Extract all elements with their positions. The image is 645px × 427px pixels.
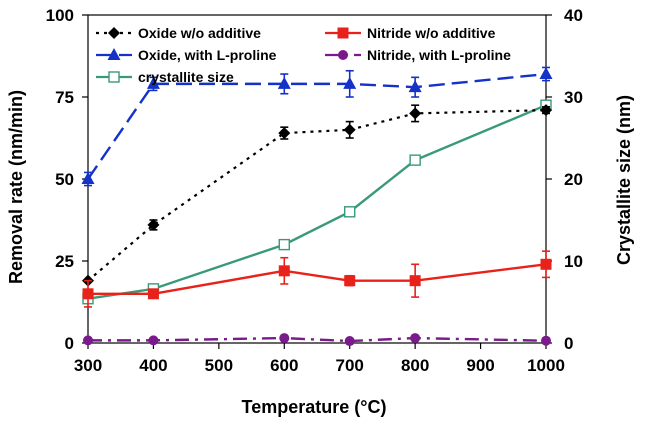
x-tick-label: 500 (205, 356, 233, 375)
data-point (344, 275, 356, 287)
data-point (343, 76, 357, 89)
y2-axis-title: Crystallite size (nm) (614, 95, 634, 265)
x-axis-title: Temperature (°C) (242, 397, 387, 417)
data-point (146, 76, 160, 89)
y2-tick-label: 20 (564, 170, 583, 189)
y-axis-title: Removal rate (nm/min) (6, 90, 26, 284)
x-tick-label: 700 (336, 356, 364, 375)
series-nitride-w-o-additive (82, 250, 552, 308)
series-line (87, 72, 547, 180)
legend-label: crystallite size (138, 69, 234, 85)
series-nitride-with-l-proline (83, 333, 551, 347)
x-tick-label: 600 (270, 356, 298, 375)
legend-swatch-marker (108, 27, 120, 39)
data-point (409, 154, 421, 166)
legend-swatch-marker (337, 27, 349, 39)
data-point (343, 123, 356, 136)
y-tick-label: 100 (46, 6, 74, 25)
data-point (147, 218, 160, 231)
legend-entry: Nitride w/o additive (325, 25, 496, 41)
x-tick-label: 1000 (527, 356, 565, 375)
data-point (148, 335, 159, 346)
data-point (408, 80, 422, 93)
legend-entry: Nitride, with L-proline (325, 47, 511, 63)
data-point (539, 67, 553, 80)
x-tick-label: 900 (466, 356, 494, 375)
axes: 300 400 500 600 700 800 900 1000025507510001020… (46, 6, 583, 375)
y2-tick-label: 40 (564, 6, 583, 25)
legend-label: Oxide w/o additive (138, 25, 261, 41)
data-point (147, 288, 159, 300)
legend: Oxide w/o additive Nitride w/o additive Ox… (96, 25, 511, 85)
x-tick-label: 800 (401, 356, 429, 375)
legend-entry: Oxide, with L-proline (96, 47, 277, 63)
y-tick-label: 25 (55, 252, 74, 271)
y2-tick-label: 10 (564, 252, 583, 271)
x-tick-label: 300 (74, 356, 102, 375)
series-oxide-with-l-proline (81, 66, 553, 187)
data-point (278, 265, 290, 277)
legend-entry: crystallite size (96, 69, 234, 85)
data-point (279, 333, 290, 344)
legend-label: Nitride, with L-proline (367, 47, 511, 63)
legend-swatch-marker (338, 50, 348, 60)
data-point (344, 336, 355, 347)
data-point (82, 288, 94, 300)
legend-label: Nitride w/o additive (367, 25, 496, 41)
data-point (540, 258, 552, 270)
series-line (88, 336, 547, 343)
y-tick-label: 75 (55, 88, 74, 107)
data-point (277, 76, 291, 89)
data-point (409, 107, 422, 120)
y-tick-label: 50 (55, 170, 74, 189)
data-point (344, 206, 356, 218)
legend-swatch-marker (107, 48, 121, 60)
series-line (88, 263, 547, 295)
y-tick-label: 0 (65, 334, 74, 353)
legend-label: Oxide, with L-proline (138, 47, 277, 63)
series-line (87, 104, 547, 300)
legend-swatch-marker (108, 71, 120, 83)
data-point (278, 238, 290, 251)
y2-tick-label: 30 (564, 88, 583, 107)
legend-entry: Oxide w/o additive (96, 25, 261, 41)
data-point (540, 104, 552, 117)
series-oxide-w-o-additive (82, 104, 552, 287)
x-tick-label: 400 (139, 356, 167, 375)
data-point (410, 333, 421, 344)
y2-tick-label: 0 (564, 334, 573, 353)
data-point (409, 275, 421, 287)
series-layer (81, 66, 553, 347)
data-point (278, 127, 291, 140)
series-line (87, 109, 547, 282)
data-point (541, 335, 551, 346)
data-point (83, 335, 93, 346)
data-point (81, 172, 95, 184)
